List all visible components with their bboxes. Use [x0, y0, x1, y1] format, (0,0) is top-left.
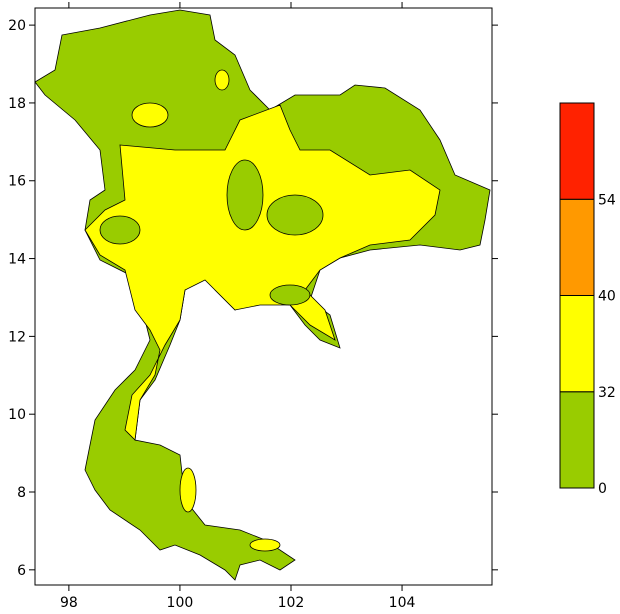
- colorbar: 0 32 40 54: [559, 102, 616, 497]
- warm-zone: [179, 467, 197, 513]
- cool-zone: [99, 215, 141, 245]
- x-tick-label: 104: [389, 595, 416, 610]
- y-tick-label: 18: [8, 96, 26, 112]
- colorbar-label: 40: [598, 289, 616, 305]
- y-tick-label: 20: [8, 18, 26, 34]
- cool-zone: [226, 159, 264, 231]
- warm-zone: [131, 102, 169, 128]
- y-tick-label: 14: [8, 252, 26, 268]
- country-map: [34, 9, 491, 581]
- colorbar-band: [559, 391, 595, 489]
- colorbar-band: [559, 102, 595, 200]
- axes: 98 100 102 104 6 8 10 12 14 16 18 20: [8, 2, 498, 611]
- warm-zone: [84, 104, 441, 441]
- x-tick-label: 102: [278, 595, 305, 610]
- colorbar-band: [559, 198, 595, 296]
- y-tick-label: 8: [17, 485, 26, 501]
- colorbar-label: 0: [598, 481, 607, 497]
- map-frame: [34, 7, 493, 586]
- y-tick-label: 10: [8, 407, 26, 423]
- colorbar-label: 32: [598, 385, 616, 401]
- y-tick-label: 16: [8, 174, 26, 190]
- y-tick-label: 6: [17, 563, 26, 579]
- warm-zone: [214, 69, 230, 91]
- colorbar-label: 54: [598, 192, 616, 208]
- cool-zone: [266, 194, 324, 236]
- x-tick-label: 100: [167, 595, 194, 610]
- colorbar-band: [559, 295, 595, 393]
- warm-zone: [249, 538, 281, 552]
- cool-zone: [269, 284, 311, 306]
- y-tick-label: 12: [8, 329, 26, 345]
- x-tick-label: 98: [60, 595, 78, 610]
